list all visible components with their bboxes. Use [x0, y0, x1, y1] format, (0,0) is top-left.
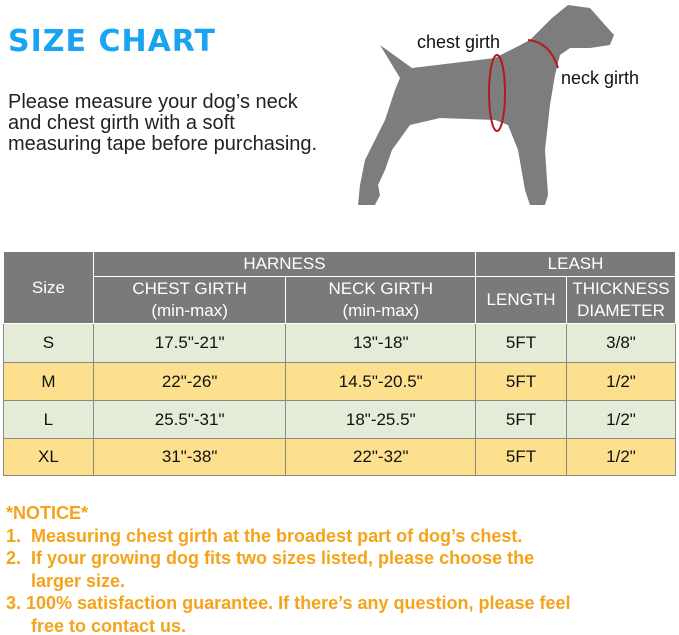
thickness-cell: 1/2": [566, 400, 676, 439]
leash-header: LEASH: [475, 251, 676, 277]
neck-cell: 18"-25.5": [285, 400, 477, 439]
neck-girth-header: NECK GIRTH (min-max): [285, 276, 477, 324]
thickness-cell: 1/2": [566, 438, 676, 476]
neck-girth-label: neck girth: [561, 68, 640, 88]
size-header: Size: [3, 251, 94, 324]
dog-silhouette: [358, 5, 614, 205]
dog-measurement-diagram: [358, 5, 614, 205]
size-cell: S: [3, 323, 94, 363]
notice-line: larger size.: [6, 570, 126, 591]
page-title: SIZE CHART: [8, 24, 217, 59]
neck-tape: [527, 39, 559, 69]
notice-section: *NOTICE* 1. Measuring chest girth at the…: [6, 502, 571, 635]
harness-header: HARNESS: [92, 251, 477, 277]
chest-cell: 17.5"-21": [92, 323, 287, 363]
thickness-header: THICKNESS DIAMETER: [566, 276, 676, 324]
size-cell: XL: [3, 438, 94, 476]
chest-cell: 31"-38": [92, 438, 287, 476]
chest-cell: 25.5"-31": [92, 400, 287, 439]
chest-girth-label: chest girth: [417, 32, 501, 52]
neck-cell: 14.5"-20.5": [285, 362, 477, 401]
size-cell: L: [3, 400, 94, 439]
notice-line: 1. Measuring chest girth at the broadest…: [6, 525, 523, 546]
notice-line: free to contact us.: [6, 615, 187, 635]
size-cell: M: [3, 362, 94, 401]
notice-heading: *NOTICE*: [6, 503, 89, 523]
table-row: L 25.5"-31" 18"-25.5" 5FT 1/2": [3, 400, 676, 439]
chest-tape: [488, 54, 506, 132]
thickness-cell: 3/8": [566, 323, 676, 363]
length-header: LENGTH: [475, 276, 567, 324]
neck-cell: 13"-18": [285, 323, 477, 363]
notice-line: 2. If your growing dog fits two sizes li…: [6, 548, 535, 568]
length-cell: 5FT: [475, 323, 567, 363]
chest-cell: 22"-26": [92, 362, 287, 401]
size-table: Size HARNESS LEASH CHEST GIRTH (min-max) …: [3, 251, 676, 476]
neck-cell: 22"-32": [285, 438, 477, 476]
chest-girth-header: CHEST GIRTH (min-max): [92, 276, 287, 324]
length-cell: 5FT: [475, 438, 567, 476]
length-cell: 5FT: [475, 362, 567, 401]
table-row: XL 31"-38" 22"-32" 5FT 1/2": [3, 438, 676, 476]
table-row: M 22"-26" 14.5"-20.5" 5FT 1/2": [3, 362, 676, 401]
table-row: S 17.5"-21" 13"-18" 5FT 3/8": [3, 323, 676, 363]
notice-line: 3. 100% satisfaction guarantee. If there…: [6, 593, 571, 613]
intro-text: Please measure your dog’s neck and chest…: [8, 91, 318, 155]
thickness-cell: 1/2": [566, 362, 676, 401]
length-cell: 5FT: [475, 400, 567, 439]
